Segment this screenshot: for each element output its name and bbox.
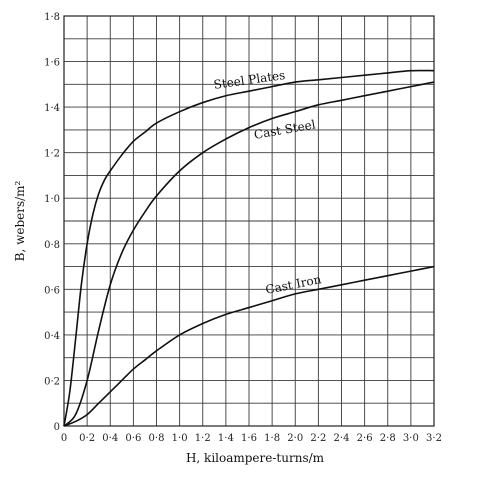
x-tick-label: 2·4: [334, 433, 350, 444]
curves: [63, 69, 435, 427]
y-tick-label: 1·0: [44, 194, 60, 205]
y-tick-label: 1·6: [44, 58, 60, 69]
y-tick-label: 1·8: [44, 12, 60, 23]
y-tick-label: 0·2: [44, 376, 60, 387]
cast-iron-label: Cast Iron: [264, 272, 322, 297]
cast-iron-curve: [63, 265, 435, 427]
plot-frame: [63, 15, 435, 427]
x-tick-label: 1·4: [218, 433, 234, 444]
y-tick-label: 0: [54, 422, 60, 433]
x-tick-label: 3·2: [426, 433, 442, 444]
cast-steel-curve: [63, 81, 435, 427]
x-tick-label: 1·6: [241, 433, 257, 444]
x-axis-label: H, kiloampere-turns/m: [186, 451, 325, 465]
y-tick-label: 0·4: [44, 331, 60, 342]
x-tick-label: 2·2: [310, 433, 326, 444]
x-tick-label: 2·8: [380, 433, 396, 444]
y-tick-label: 0·6: [44, 285, 60, 296]
x-tick-label: 0·6: [125, 433, 141, 444]
x-tick-label: 1·2: [195, 433, 211, 444]
cast-steel-label: Cast Steel: [253, 117, 317, 142]
x-tick-label: 0·2: [79, 433, 95, 444]
grid: [63, 15, 435, 427]
x-tick-label: 3·0: [403, 433, 419, 444]
x-tick-label: 2·6: [357, 433, 373, 444]
y-axis-label: B, webers/m²: [13, 180, 27, 261]
x-tick-label: 2·0: [287, 433, 303, 444]
x-tick-label: 0·4: [102, 433, 118, 444]
steel-plates-curve: [63, 69, 435, 427]
x-tick-label: 0·8: [149, 433, 165, 444]
tick-labels: 0 0·2 0·4 0·6 0·8 1·0 1·2 1·4 1·6 1·8 2·0 2·2 2·4 2·6…: [44, 12, 442, 444]
y-tick-label: 1·4: [44, 103, 60, 114]
x-tick-label: 1·0: [172, 433, 188, 444]
x-tick-label: 1·8: [264, 433, 280, 444]
y-tick-label: 0·8: [44, 240, 60, 251]
y-tick-label: 1·2: [44, 149, 60, 160]
x-tick-label: 0: [61, 433, 67, 444]
